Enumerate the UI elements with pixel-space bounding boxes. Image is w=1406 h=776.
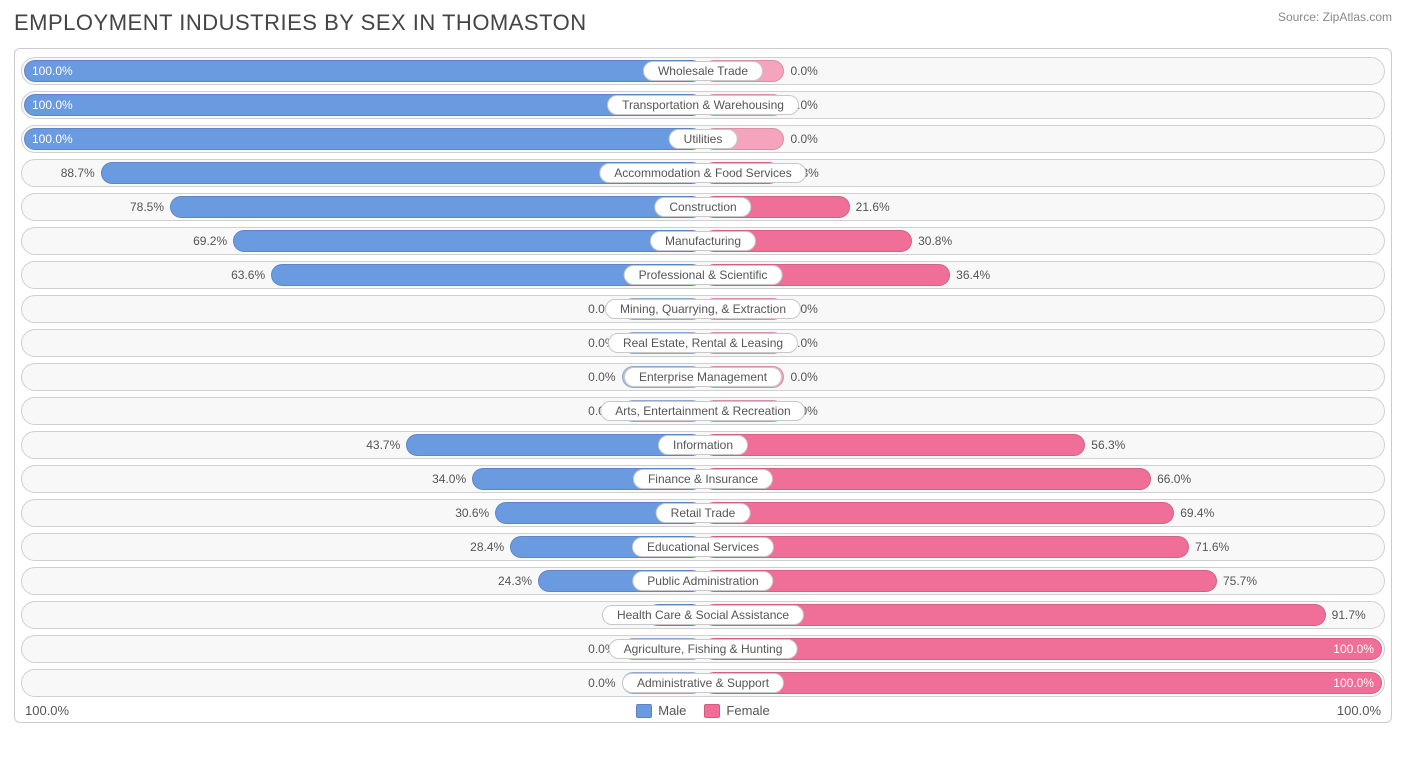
chart-row: 0.0% 0.0% Enterprise Management: [21, 363, 1385, 391]
category-label: Health Care & Social Assistance: [602, 605, 804, 625]
chart-row: 30.6% 69.4% Retail Trade: [21, 499, 1385, 527]
chart-header: EMPLOYMENT INDUSTRIES BY SEX IN THOMASTO…: [14, 10, 1392, 36]
chart-row: 0.0%0.0%Arts, Entertainment & Recreation: [21, 397, 1385, 425]
male-bar: [233, 230, 703, 252]
category-label: Administrative & Support: [622, 673, 784, 693]
female-pct-label: 36.4%: [956, 268, 990, 282]
legend-item-male: Male: [636, 703, 686, 718]
legend-swatch-female: [704, 704, 720, 718]
female-pct-label: 91.7%: [1332, 608, 1366, 622]
chart-row: 8.3%91.7%Health Care & Social Assistance: [21, 601, 1385, 629]
chart-row: 0.0%0.0%Mining, Quarrying, & Extraction: [21, 295, 1385, 323]
male-pct-label: 28.4%: [470, 540, 504, 554]
category-label: Finance & Insurance: [633, 469, 773, 489]
male-pct-label: 30.6%: [455, 506, 489, 520]
category-label: Construction: [654, 197, 751, 217]
female-pct-label: 75.7%: [1223, 574, 1257, 588]
male-pct-label: 0.0%: [588, 676, 615, 690]
female-bar: [703, 672, 1382, 694]
category-label: Transportation & Warehousing: [607, 95, 799, 115]
female-pct-label: 0.0%: [790, 370, 817, 384]
chart-row: 0.0% 100.0% Administrative & Support: [21, 669, 1385, 697]
chart-row: 0.0%0.0%Real Estate, Rental & Leasing: [21, 329, 1385, 357]
male-pct-label: 43.7%: [366, 438, 400, 452]
category-label: Public Administration: [632, 571, 773, 591]
chart-area: 100.0%0.0%Wholesale Trade100.0%0.0%Trans…: [14, 48, 1392, 723]
chart-row: 43.7% 56.3% Information: [21, 431, 1385, 459]
category-label: Agriculture, Fishing & Hunting: [609, 639, 798, 659]
legend-item-female: Female: [704, 703, 769, 718]
category-label: Utilities: [669, 129, 738, 149]
male-bar: [170, 196, 703, 218]
female-pct-label: 71.6%: [1195, 540, 1229, 554]
category-label: Enterprise Management: [624, 367, 782, 387]
legend-label-male: Male: [658, 703, 686, 718]
male-pct-label: 63.6%: [231, 268, 265, 282]
chart-row: 78.5% 21.6% Construction: [21, 193, 1385, 221]
female-pct-label: 100.0%: [1333, 642, 1374, 656]
male-pct-label: 100.0%: [32, 64, 73, 78]
category-label: Accommodation & Food Services: [599, 163, 806, 183]
female-pct-label: 0.0%: [790, 64, 817, 78]
category-label: Arts, Entertainment & Recreation: [600, 401, 805, 421]
category-label: Retail Trade: [656, 503, 751, 523]
axis-left-label: 100.0%: [25, 703, 69, 718]
axis-right-label: 100.0%: [1337, 703, 1381, 718]
male-bar: [24, 94, 703, 116]
category-label: Educational Services: [632, 537, 774, 557]
chart-row: 0.0%100.0%Agriculture, Fishing & Hunting: [21, 635, 1385, 663]
female-bar: [703, 638, 1382, 660]
male-pct-label: 88.7%: [61, 166, 95, 180]
chart-row: 100.0% 0.0% Wholesale Trade: [21, 57, 1385, 85]
chart-row: 34.0% 66.0% Finance & Insurance: [21, 465, 1385, 493]
chart-row: 28.4% 71.6% Educational Services: [21, 533, 1385, 561]
category-label: Manufacturing: [650, 231, 756, 251]
category-label: Information: [658, 435, 748, 455]
chart-row: 69.2% 30.8% Manufacturing: [21, 227, 1385, 255]
female-bar: [703, 502, 1174, 524]
female-pct-label: 21.6%: [856, 200, 890, 214]
male-bar: [24, 60, 703, 82]
male-pct-label: 0.0%: [588, 370, 615, 384]
male-pct-label: 34.0%: [432, 472, 466, 486]
male-pct-label: 100.0%: [32, 98, 73, 112]
legend: Male Female: [636, 703, 770, 718]
male-pct-label: 24.3%: [498, 574, 532, 588]
category-label: Real Estate, Rental & Leasing: [608, 333, 798, 353]
female-pct-label: 30.8%: [918, 234, 952, 248]
chart-row: 63.6% 36.4% Professional & Scientific: [21, 261, 1385, 289]
chart-row: 88.7%11.3%Accommodation & Food Services: [21, 159, 1385, 187]
category-label: Wholesale Trade: [643, 61, 763, 81]
legend-label-female: Female: [726, 703, 769, 718]
chart-row: 100.0% 0.0% Utilities: [21, 125, 1385, 153]
chart-source: Source: ZipAtlas.com: [1278, 10, 1392, 24]
category-label: Mining, Quarrying, & Extraction: [605, 299, 801, 319]
female-bar: [703, 570, 1217, 592]
chart-title: EMPLOYMENT INDUSTRIES BY SEX IN THOMASTO…: [14, 10, 587, 36]
female-pct-label: 0.0%: [790, 132, 817, 146]
male-pct-label: 78.5%: [130, 200, 164, 214]
legend-swatch-male: [636, 704, 652, 718]
female-pct-label: 100.0%: [1333, 676, 1374, 690]
male-pct-label: 100.0%: [32, 132, 73, 146]
chart-footer: 100.0% Male Female 100.0%: [21, 703, 1385, 718]
female-pct-label: 66.0%: [1157, 472, 1191, 486]
male-bar: [24, 128, 703, 150]
chart-row: 100.0%0.0%Transportation & Warehousing: [21, 91, 1385, 119]
chart-row: 24.3% 75.7% Public Administration: [21, 567, 1385, 595]
female-bar: [703, 536, 1189, 558]
female-pct-label: 69.4%: [1180, 506, 1214, 520]
female-pct-label: 56.3%: [1091, 438, 1125, 452]
category-label: Professional & Scientific: [624, 265, 783, 285]
rows-container: 100.0%0.0%Wholesale Trade100.0%0.0%Trans…: [21, 57, 1385, 697]
female-bar: [703, 434, 1085, 456]
male-pct-label: 69.2%: [193, 234, 227, 248]
